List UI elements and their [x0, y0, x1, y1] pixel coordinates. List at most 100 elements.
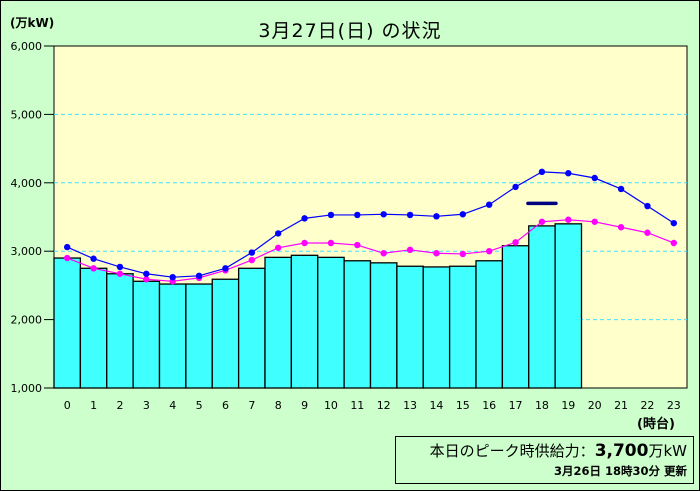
peak-supply-value: 3,700	[594, 441, 649, 461]
data-point-marker	[617, 224, 625, 231]
data-point-marker	[538, 218, 546, 225]
demand-bar	[501, 245, 530, 389]
demand-bar	[53, 257, 82, 389]
demand-bar	[132, 280, 161, 389]
y-axis: 1,000 2,000 3,000 4,000 5,000 6,000	[11, 40, 54, 395]
x-tick-label: 13	[403, 399, 417, 412]
data-point-marker	[406, 211, 414, 219]
x-tick-label: 15	[456, 399, 470, 412]
data-point-marker	[670, 239, 678, 247]
forecast_demand-path	[66, 171, 675, 278]
x-tick-label: 0	[64, 399, 71, 412]
data-point-marker	[485, 201, 493, 208]
x-tick-label: 17	[509, 399, 523, 412]
data-point-marker	[591, 174, 598, 182]
peak-supply-unit: 万kW	[648, 442, 687, 460]
demand-bar	[158, 283, 187, 389]
peak-supply-info-box: 本日のピーク時供給力：3,700万kW 3月26日 18時30分 更新	[395, 436, 694, 484]
data-point-marker	[459, 211, 467, 218]
x-tick-label: 5	[196, 399, 203, 412]
x-tick-label: 16	[482, 399, 496, 412]
x-tick-label: 11	[350, 399, 364, 412]
data-point-marker	[512, 183, 519, 191]
demand-bar	[475, 260, 504, 389]
demand-bar	[343, 260, 372, 389]
data-point-marker	[116, 263, 124, 271]
demand-bar	[369, 262, 398, 389]
y-tick-label: 1,000	[11, 382, 43, 395]
data-point-marker	[143, 276, 150, 283]
data-point-marker	[433, 213, 440, 220]
data-point-marker	[406, 246, 414, 254]
peak-supply-label: 本日のピーク時供給力：	[429, 442, 595, 460]
data-point-marker	[459, 250, 467, 258]
data-point-marker	[433, 250, 440, 257]
update-timestamp: 3月26日 18時30分 更新	[553, 464, 687, 478]
data-point-marker	[63, 254, 71, 262]
previous-day-line	[63, 216, 678, 285]
demand-bar	[211, 278, 240, 389]
data-point-marker	[222, 265, 229, 272]
x-tick-label: 8	[275, 399, 282, 412]
x-axis: 0 1 2 3 4 5 6 7 8 9 10 11 12 13 14 15 16 17 18 19 20 21 22 23	[64, 399, 681, 412]
y-tick-label: 6,000	[11, 40, 43, 53]
data-point-marker	[90, 265, 97, 272]
data-point-marker	[565, 170, 572, 177]
x-tick-label: 1	[90, 399, 97, 412]
x-tick-label: 20	[588, 399, 602, 412]
demand-bar	[290, 254, 319, 389]
demand-bar	[422, 266, 451, 389]
y-tick-label: 5,000	[11, 108, 43, 121]
data-point-marker	[670, 219, 678, 227]
x-tick-label: 9	[301, 399, 308, 412]
data-point-marker	[274, 230, 282, 237]
x-tick-label: 12	[377, 399, 391, 412]
x-tick-label: 22	[640, 399, 654, 412]
demand-bar	[185, 283, 213, 389]
data-point-marker	[644, 229, 651, 236]
x-tick-label: 23	[667, 399, 681, 412]
y-tick-label: 3,000	[11, 245, 43, 258]
data-point-marker	[116, 270, 124, 277]
x-tick-label: 7	[248, 399, 255, 412]
data-point-marker	[565, 216, 572, 223]
data-point-marker	[301, 239, 308, 247]
y-tick-label: 2,000	[11, 314, 43, 327]
demand-bar	[106, 273, 134, 389]
x-tick-label: 14	[429, 399, 443, 412]
data-point-marker	[380, 211, 387, 218]
demand-bar	[317, 256, 345, 389]
data-point-marker	[301, 215, 308, 222]
chart-title: 3月27日(日) の状況	[258, 20, 442, 42]
data-point-marker	[380, 250, 387, 257]
previous_day_actual-path	[66, 219, 675, 282]
data-point-marker	[644, 202, 651, 210]
data-point-marker	[354, 211, 361, 219]
data-point-marker	[169, 273, 176, 281]
actual-demand-bars	[53, 223, 583, 389]
x-tick-label: 4	[169, 399, 176, 412]
data-point-marker	[327, 239, 335, 247]
x-tick-label: 3	[143, 399, 150, 412]
data-point-marker	[90, 255, 97, 262]
data-point-marker	[63, 243, 71, 251]
x-tick-label: 10	[324, 399, 338, 412]
demand-bar	[396, 265, 424, 389]
data-point-marker	[354, 241, 361, 249]
y-axis-unit-label: (万kW)	[10, 16, 55, 30]
data-point-marker	[485, 248, 493, 255]
data-point-marker	[143, 270, 150, 277]
x-tick-label: 6	[222, 399, 229, 412]
data-point-marker	[327, 211, 335, 219]
y-tick-label: 4,000	[11, 177, 43, 190]
demand-bar	[528, 225, 556, 389]
peak-supply-line: 本日のピーク時供給力：3,700万kW	[430, 440, 687, 461]
forecast-line	[63, 168, 678, 281]
x-tick-label: 2	[116, 399, 123, 412]
data-point-marker	[591, 218, 598, 225]
x-tick-label: 21	[614, 399, 628, 412]
demand-bar	[264, 256, 293, 389]
data-point-marker	[512, 239, 519, 246]
data-point-marker	[617, 185, 625, 193]
